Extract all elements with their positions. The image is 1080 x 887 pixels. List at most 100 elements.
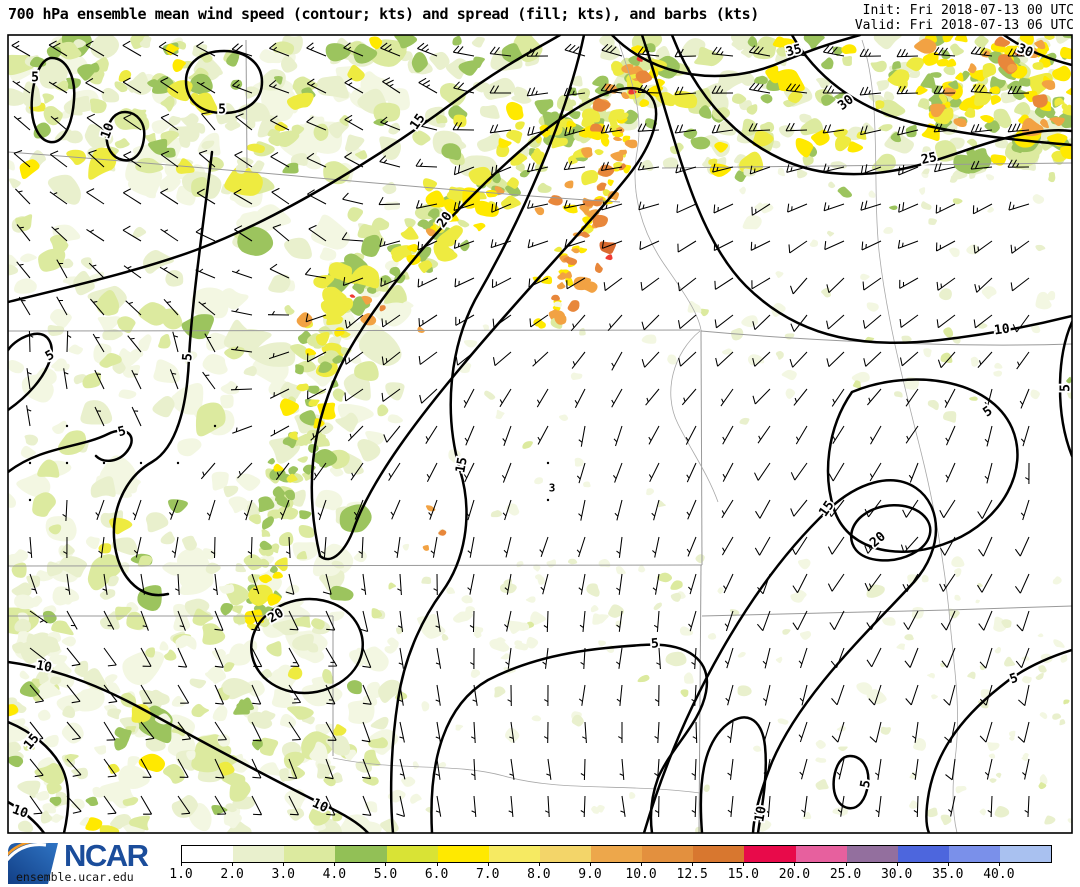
colorbar-tick-label: 5.0 xyxy=(373,867,398,882)
colorbar-cell xyxy=(693,846,745,862)
wind-speed-contour xyxy=(832,754,870,810)
contours-layer xyxy=(8,35,1072,833)
colorbar-tick-label: 4.0 xyxy=(322,867,347,882)
wind-speed-contour xyxy=(790,35,1072,147)
wind-speed-contour xyxy=(389,35,586,833)
colorbar-tick-label: 40.0 xyxy=(983,867,1015,882)
colorbar-cell xyxy=(1000,846,1052,862)
run-times: Init: Fri 2018-07-13 00 UTC Valid: Fri 2… xyxy=(855,3,1074,33)
wind-speed-contour xyxy=(8,429,133,474)
colorbar-tick xyxy=(641,862,643,866)
wind-speed-contour xyxy=(105,110,146,162)
contour-label: 5 xyxy=(1059,384,1074,392)
chart-title: 700 hPa ensemble mean wind speed (contou… xyxy=(8,5,759,23)
ncar-logo-text: NCAR xyxy=(64,838,149,873)
wind-speed-contour xyxy=(640,35,1072,345)
colorbar-cell xyxy=(539,846,591,862)
colorbar-tick-label: 9.0 xyxy=(578,867,602,882)
colorbar-tick-label: 15.0 xyxy=(727,867,759,882)
wind-barbs-layer xyxy=(11,40,1030,818)
contour-label: 5 xyxy=(31,71,39,86)
colorbar-tick xyxy=(947,862,949,866)
wind-speed-contour xyxy=(826,378,1019,553)
contour-label: 5 xyxy=(650,636,659,652)
colorbar-cell xyxy=(948,846,1000,862)
contour-label: 5 xyxy=(180,352,196,361)
contour-label: 10 xyxy=(752,805,770,823)
colorbar-cell xyxy=(795,846,847,862)
colorbar-cell xyxy=(488,846,540,862)
colorbar-tick xyxy=(181,862,182,866)
wind-speed-contour xyxy=(8,332,53,412)
wind-speed-contour xyxy=(699,716,768,833)
colorbar-tick xyxy=(385,862,387,866)
colorbar-tick xyxy=(692,862,694,866)
colorbar-cell xyxy=(744,846,796,862)
wind-speed-contour xyxy=(925,648,1072,833)
colorbar-tick-label: 8.0 xyxy=(527,867,551,882)
wind-speed-contour xyxy=(184,49,264,115)
colorbar-tick xyxy=(283,862,285,866)
wind-speed-contour xyxy=(310,86,658,561)
ncar-logo-icon xyxy=(8,843,58,884)
contour-label: 10 xyxy=(98,121,118,141)
wind-speed-contour xyxy=(610,35,862,78)
colorbar-cell xyxy=(182,846,234,862)
wind-speed-contour xyxy=(30,56,76,144)
colorbar-tick xyxy=(998,862,1000,866)
wind-speed-contour xyxy=(8,660,370,833)
colorbar-tick-label: 6.0 xyxy=(424,867,449,882)
site-url: ensemble.ucar.edu xyxy=(16,870,134,884)
contour-label: 10 xyxy=(993,321,1011,338)
wind-speed-contour xyxy=(8,800,46,833)
colorbar-tick-label: 25.0 xyxy=(829,867,862,882)
wind-speed-contour xyxy=(430,643,709,833)
colorbar-tick xyxy=(487,862,489,866)
wind-speed-contour xyxy=(8,35,562,304)
station-digit: 3 xyxy=(549,482,556,495)
colorbar-tick xyxy=(794,862,796,866)
colorbar-cell xyxy=(284,846,336,862)
colorbar-cell xyxy=(591,846,643,862)
colorbar-cell xyxy=(437,846,489,862)
contour-label: 10 xyxy=(35,658,53,676)
contour-label: 10 xyxy=(10,802,30,822)
colorbar-tick-label: 1.0 xyxy=(169,867,193,882)
colorbar-tick xyxy=(538,862,540,866)
colorbar-tick-label: 20.0 xyxy=(778,867,811,882)
init-time: Init: Fri 2018-07-13 00 UTC xyxy=(862,3,1074,18)
colorbar-tick xyxy=(436,862,438,866)
wind-speed-contour xyxy=(8,720,70,833)
colorbar-cell xyxy=(897,846,949,862)
colorbar-tick-label: 30.0 xyxy=(880,867,913,882)
wind-speed-contour xyxy=(670,35,1072,176)
wind-speed-contour xyxy=(1058,320,1072,458)
colorbar-tick-label: 12.5 xyxy=(676,867,708,882)
map-border xyxy=(7,34,1073,834)
wind-speed-contour xyxy=(642,479,938,833)
colorbar-tick xyxy=(743,862,745,866)
wind-speed-contour xyxy=(112,150,214,597)
colorbar-cell xyxy=(846,846,898,862)
colorbar-tick-label: 7.0 xyxy=(475,867,500,882)
colorbar-cell xyxy=(642,846,694,862)
colorbar-tick-label: 3.0 xyxy=(271,867,295,882)
contour-label: 5 xyxy=(218,103,226,118)
colorbar-cell xyxy=(335,846,387,862)
contour-label: 15 xyxy=(453,456,470,474)
colorbar-tick xyxy=(232,862,234,866)
colorbar-tick xyxy=(896,862,898,866)
colorbar-tick-label: 10.0 xyxy=(625,867,657,882)
colorbar-cell xyxy=(233,846,285,862)
colorbar-tick xyxy=(334,862,336,866)
spread-colorbar xyxy=(181,845,1052,863)
colorbar-tick-label: 2.0 xyxy=(220,867,244,882)
colorbar-tick xyxy=(589,862,591,866)
contour-label: 25 xyxy=(920,150,938,168)
valid-time: Valid: Fri 2018-07-13 06 UTC xyxy=(854,18,1074,33)
contour-label: 35 xyxy=(785,42,804,60)
colorbar-tick-label: 35.0 xyxy=(932,867,964,882)
wind-speed-contour xyxy=(849,504,932,562)
colorbar-tick xyxy=(845,862,847,866)
